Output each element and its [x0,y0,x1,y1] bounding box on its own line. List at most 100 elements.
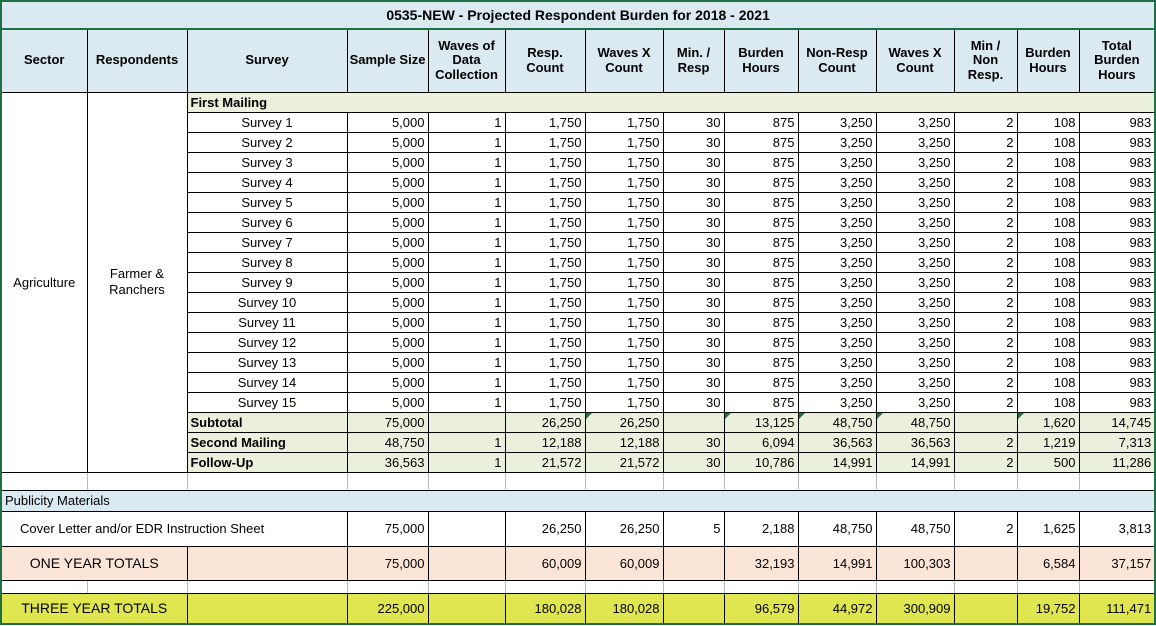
one-year-burden-hours: 32,193 [723,545,799,581]
survey-label: Survey 3 [187,151,348,173]
survey-15-min-per-non-resp: 2 [953,391,1018,413]
spacer-cell [86,471,188,491]
survey-7-non-resp-count: 3,250 [797,231,877,253]
survey-5-waves-x-count-2: 3,250 [875,191,955,213]
survey-label: Survey 4 [187,171,348,193]
col-header-resp-count: Resp. Count [504,28,586,93]
cover-letter-sample-size: 75,000 [346,510,429,547]
row-survey-2: Survey 2 5,000 1 1,750 1,750 30 875 3,250 3,250 2… [2,131,1155,153]
survey-15-non-resp-count: 3,250 [797,391,877,413]
survey-1-total-burden-hours: 983 [1078,111,1155,133]
survey-6-burden-hours-2: 108 [1016,211,1080,233]
row-survey-15: Survey 15 5,000 1 1,750 1,750 30 875 3,250 3,250… [2,391,1155,413]
survey-label: Survey 15 [187,391,348,413]
survey-8-min-per-non-resp: 2 [953,251,1018,273]
survey-7-total-burden-hours: 983 [1078,231,1155,253]
survey-12-waves-x-count: 1,750 [584,331,664,353]
survey-14-waves-x-count-2: 3,250 [875,371,955,393]
col-header-min-per-resp: Min. / Resp [662,28,725,93]
survey-14-min-per-resp: 30 [662,371,725,393]
survey-14-min-per-non-resp: 2 [953,371,1018,393]
survey-1-waves-x-count-2: 3,250 [875,111,955,133]
survey-14-burden-hours: 875 [723,371,799,393]
spacer-cell [346,579,429,594]
three-year-non-resp-count: 44,972 [797,592,877,623]
one-year-waves-of-data-collection [427,545,506,581]
survey-10-resp-count: 1,750 [504,291,586,313]
row-second-mailing-label: Second Mailing [187,431,348,453]
survey-9-non-resp-count: 3,250 [797,271,877,293]
survey-4-waves-x-count: 1,750 [584,171,664,193]
survey-1-non-resp-count: 3,250 [797,111,877,133]
survey-5-waves-of-data-collection: 1 [427,191,506,213]
spacer-cell [797,579,877,594]
survey-12-min-per-non-resp: 2 [953,331,1018,353]
col-header-waves-x-count: Waves X Count [584,28,664,93]
survey-label: Survey 2 [187,131,348,153]
survey-1-waves-x-count: 1,750 [584,111,664,133]
survey-4-burden-hours: 875 [723,171,799,193]
three-year-total-burden-hours: 111,471 [1078,592,1155,623]
spacer-cell [2,471,88,491]
survey-13-min-per-resp: 30 [662,351,725,373]
three-year-min-per-non-resp [953,592,1018,623]
survey-6-sample-size: 5,000 [346,211,429,233]
subtotal-waves-x-count-2: 48,750 [875,411,955,433]
cover-letter-waves-x-count-2: 48,750 [875,510,955,547]
survey-9-resp-count: 1,750 [504,271,586,293]
spacer-cell [186,471,348,491]
cover-letter-burden-hours-2: 1,625 [1016,510,1080,547]
one-year-sample-size: 75,000 [346,545,429,581]
cover-letter-min-per-resp: 5 [662,510,725,547]
survey-10-total-burden-hours: 983 [1078,291,1155,313]
survey-3-min-per-resp: 30 [662,151,725,173]
survey-13-non-resp-count: 3,250 [797,351,877,373]
row-one-year-totals: ONE YEAR TOTALS 75,000 60,009 60,009 32,193 1… [2,545,1155,581]
col-header-sector: Sector [2,28,88,93]
survey-label: Survey 13 [187,351,348,373]
subtotal-waves-x-count: 26,250 [584,411,664,433]
survey-6-non-resp-count: 3,250 [797,211,877,233]
spacer-cell [875,471,955,491]
follow-up-total-burden-hours: 11,286 [1078,451,1155,473]
one-year-min-per-non-resp [953,545,1018,581]
survey-10-burden-hours-2: 108 [1016,291,1080,313]
survey-14-burden-hours-2: 108 [1016,371,1080,393]
survey-11-waves-x-count: 1,750 [584,311,664,333]
survey-5-resp-count: 1,750 [504,191,586,213]
survey-12-waves-of-data-collection: 1 [427,331,506,353]
survey-14-waves-of-data-collection: 1 [427,371,506,393]
second-mailing-total-burden-hours: 7,313 [1078,431,1155,453]
one-year-resp-count: 60,009 [504,545,586,581]
survey-11-min-per-non-resp: 2 [953,311,1018,333]
survey-15-sample-size: 5,000 [346,391,429,413]
spacer-cell [427,471,506,491]
cover-letter-total-burden-hours: 3,813 [1078,510,1155,547]
three-year-min-per-resp [662,592,725,623]
spacer-cell [346,471,429,491]
survey-9-burden-hours-2: 108 [1016,271,1080,293]
col-header-min-per-non-resp: Min / Non Resp. [953,28,1018,93]
first-mailing-header-cell: First Mailing [186,91,1155,113]
survey-11-total-burden-hours: 983 [1078,311,1155,333]
follow-up-non-resp-count: 14,991 [797,451,877,473]
publicity-header-cell: Publicity Materials [2,489,1155,512]
survey-15-burden-hours-2: 108 [1016,391,1080,413]
survey-9-waves-x-count-2: 3,250 [875,271,955,293]
subtotal-resp-count: 26,250 [504,411,586,433]
survey-12-min-per-resp: 30 [662,331,725,353]
row-spacer-2 [2,579,1155,594]
survey-2-resp-count: 1,750 [504,131,586,153]
survey-7-burden-hours-2: 108 [1016,231,1080,253]
cover-letter-waves-of-data-collection [427,510,506,547]
row-first-mailing: Agriculture Farmer & Ranchers First Mailin… [2,91,1155,473]
survey-13-burden-hours: 875 [723,351,799,373]
col-header-burden-hours: Burden Hours [723,28,799,93]
survey-11-sample-size: 5,000 [346,311,429,333]
survey-label: Survey 6 [187,211,348,233]
survey-11-burden-hours-2: 108 [1016,311,1080,333]
survey-2-min-per-non-resp: 2 [953,131,1018,153]
survey-13-burden-hours-2: 108 [1016,351,1080,373]
col-header-waves-of-data-collection: Waves of Data Collection [427,28,506,93]
